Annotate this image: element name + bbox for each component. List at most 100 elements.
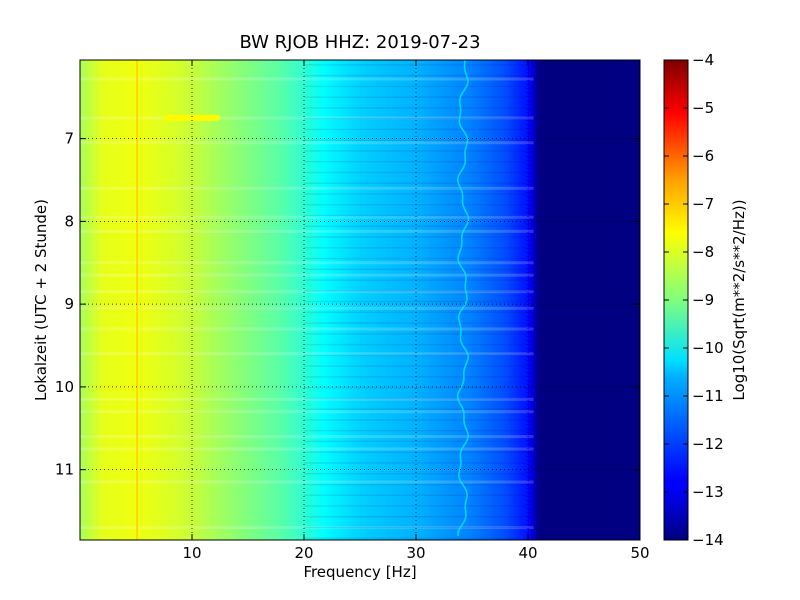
heatmap-column (133, 60, 137, 540)
heatmap-column (519, 60, 523, 540)
heatmap-column (197, 60, 201, 540)
heatmap-column (250, 60, 255, 540)
dark-row (304, 429, 528, 432)
heatmap-column (155, 60, 159, 540)
heatmap-column (337, 60, 341, 540)
heatmap-column (488, 60, 493, 540)
bright-row (80, 290, 534, 294)
x-tick-label: 30 (406, 544, 425, 562)
x-axis: 10 20 30 40 50 (182, 60, 650, 562)
heatmap-column (222, 60, 227, 540)
dark-row (304, 247, 528, 249)
heatmap-column (362, 60, 367, 540)
heatmap-column (323, 60, 327, 540)
heatmap-column (388, 60, 392, 540)
heatmap-column (245, 60, 249, 540)
dark-row (304, 96, 528, 98)
heatmap-column (298, 60, 302, 540)
dark-row (304, 322, 528, 324)
heatmap-column (248, 60, 252, 540)
heatmap-column (315, 60, 319, 540)
bright-row (80, 397, 534, 401)
heatmap-column (514, 60, 518, 540)
heatmap-column (150, 60, 154, 540)
heatmap-column (287, 60, 291, 540)
heatmap-column (217, 60, 221, 540)
heatmap-column (354, 60, 358, 540)
heatmap-column (505, 60, 509, 540)
heatmap-column (472, 60, 476, 540)
heatmap-column (108, 60, 112, 540)
dark-row (304, 397, 528, 400)
heatmap-column (343, 60, 347, 540)
heatmap-column (138, 60, 143, 540)
heatmap-column (522, 60, 526, 540)
heatmap-column (567, 60, 571, 540)
y-axis: 7 8 9 10 11 (55, 130, 640, 479)
heatmap-column (262, 60, 266, 540)
colorbar-tick-label: −11 (692, 387, 724, 405)
heatmap-column (85, 60, 89, 540)
heatmap-column (203, 60, 207, 540)
heatmap-column (592, 60, 596, 540)
heatmap-column (466, 60, 470, 540)
colorbar-tick-label: −8 (692, 243, 714, 261)
heatmap-column (533, 60, 537, 540)
heatmap-column (606, 60, 610, 540)
heatmap-column (382, 60, 386, 540)
colorbar-tick-label: −5 (692, 99, 714, 117)
dark-row (304, 408, 528, 410)
heatmap-column (556, 60, 560, 540)
heatmap-column (102, 60, 106, 540)
heatmap-column (80, 60, 84, 540)
heatmap-column (122, 60, 126, 540)
bright-row (80, 480, 534, 484)
heatmap-column (99, 60, 103, 540)
dark-row (304, 107, 528, 109)
heatmap-column (432, 60, 437, 540)
heatmap-column (172, 60, 176, 540)
heatmap-column (500, 60, 504, 540)
dark-row (304, 526, 528, 529)
heatmap-column (161, 60, 165, 540)
heatmap-column (435, 60, 439, 540)
y-tick-label: 7 (64, 130, 74, 148)
heatmap-column (326, 60, 330, 540)
heatmap-column (581, 60, 585, 540)
heatmap-column (192, 60, 196, 540)
bright-row (80, 435, 534, 439)
heatmap-column (158, 60, 162, 540)
heatmap-column (424, 60, 428, 540)
bright-row (80, 410, 534, 414)
dark-row (304, 74, 528, 77)
spectral-line-5hz (136, 60, 139, 540)
dark-row (304, 128, 528, 131)
heatmap-column (458, 60, 462, 540)
heatmap-column (267, 60, 271, 540)
heatmap-column (634, 60, 638, 540)
heatmap-column (329, 60, 333, 540)
heatmap-column (228, 60, 232, 540)
dark-row (304, 268, 528, 271)
chart-title: BW RJOB HHZ: 2019-07-23 (239, 32, 480, 53)
heatmap-column (460, 60, 465, 540)
heatmap-column (82, 60, 87, 540)
heatmap-column (494, 60, 498, 540)
heatmap-column (264, 60, 269, 540)
heatmap-column (340, 60, 344, 540)
heatmap-column (276, 60, 280, 540)
heatmap-column (393, 60, 397, 540)
heatmap-column (234, 60, 238, 540)
dark-row (304, 440, 528, 443)
plot-frame (79, 59, 641, 541)
heatmap-column (502, 60, 507, 540)
x-tick-label: 40 (518, 544, 537, 562)
bright-row (80, 306, 534, 310)
bright-row (80, 77, 534, 81)
heatmap-column (578, 60, 582, 540)
heatmap-column (570, 60, 574, 540)
heatmap-column (180, 60, 185, 540)
heatmap-column (371, 60, 375, 540)
heatmap-column (617, 60, 621, 540)
colorbar-axis: −4 −5 −6 −7 −8 −9 −10 −11 −12 −13 −14 (664, 51, 724, 549)
